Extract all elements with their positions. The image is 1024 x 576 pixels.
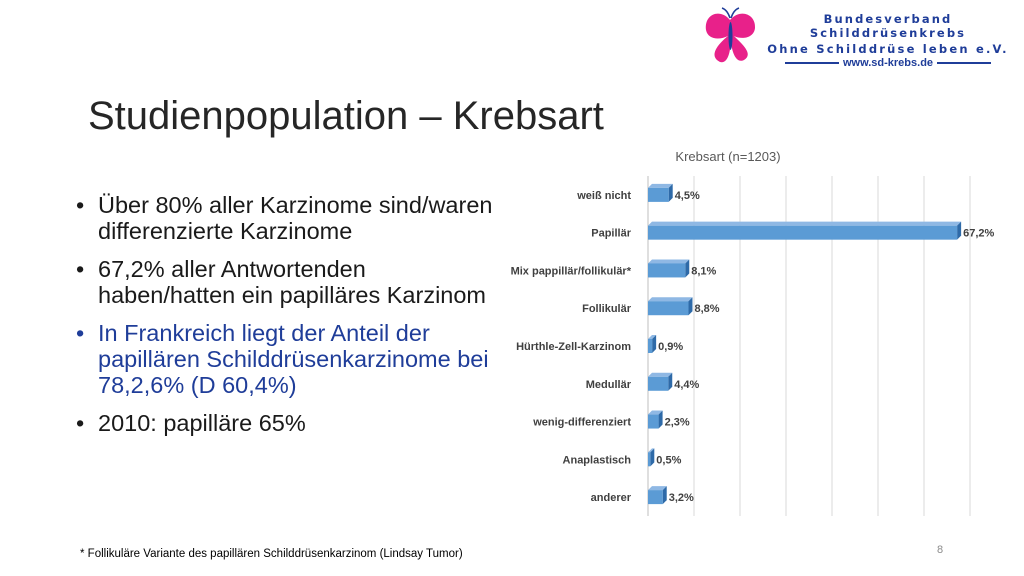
category-label: Hürthle-Zell-Karzinom xyxy=(516,341,631,353)
category-label: wenig-differenziert xyxy=(532,417,631,429)
bar-top xyxy=(648,410,663,415)
divider xyxy=(937,62,992,64)
org-name-line1: Bundesverband Schilddrüsenkrebs xyxy=(809,12,967,40)
bar-top xyxy=(648,297,693,302)
bar xyxy=(648,339,653,353)
bar-side xyxy=(658,410,663,429)
bar-top xyxy=(648,372,673,377)
divider xyxy=(784,62,839,64)
data-label: 4,4% xyxy=(674,379,699,391)
bar-top xyxy=(648,448,655,453)
bullet-item-highlighted: • In Frankreich liegt der Anteil der papi… xyxy=(76,320,489,398)
bullet-dot-icon: • xyxy=(76,192,85,218)
page-number: 8 xyxy=(937,544,944,556)
bar xyxy=(648,376,669,391)
bar xyxy=(648,263,686,278)
footnote: * Follikuläre Variante des papillären Sc… xyxy=(80,548,463,560)
bullet-dot-icon: • xyxy=(76,410,85,436)
bar-top xyxy=(648,335,657,339)
bar-side xyxy=(650,448,655,467)
org-header: Bundesverband Schilddrüsenkrebs Ohne Sch… xyxy=(700,6,1020,69)
bar xyxy=(648,490,663,505)
data-label: 67,2% xyxy=(963,228,994,240)
bar-side xyxy=(688,297,693,316)
bar xyxy=(648,225,958,240)
data-label: 4,5% xyxy=(675,190,700,202)
bullet-dot-icon: • xyxy=(76,256,85,282)
org-name-line2: Ohne Schilddrüse leben e.V. xyxy=(767,42,1009,56)
bar-side xyxy=(668,183,673,202)
data-label: 2,3% xyxy=(665,417,690,429)
bar-side xyxy=(662,486,667,505)
bullet-dot-icon: • xyxy=(76,320,85,346)
bar xyxy=(648,301,689,316)
bullet-list: • Über 80% aller Karzinome sind/waren dif… xyxy=(74,192,494,448)
bar xyxy=(648,414,659,429)
category-label: Medullär xyxy=(586,379,632,391)
data-label: 8,8% xyxy=(694,303,719,315)
bar xyxy=(648,187,669,202)
data-label: 0,9% xyxy=(658,341,683,353)
bar-top xyxy=(648,259,690,264)
category-label: weiß nicht xyxy=(576,190,631,202)
chart-title: Krebsart (n=1203) xyxy=(675,149,780,164)
bullet-item: • 67,2% aller Antwortenden haben/hatten e… xyxy=(76,256,487,308)
bar xyxy=(648,452,651,467)
bar-top xyxy=(648,486,667,491)
slide-title: Studienpopulation – Krebsart xyxy=(88,94,604,138)
data-label: 8,1% xyxy=(691,265,716,277)
bullet-item: • Über 80% aller Karzinome sind/waren dif… xyxy=(76,192,493,244)
bar-side xyxy=(957,221,962,240)
category-label: Mix pappillär/follikulär* xyxy=(511,265,632,277)
data-label: 0,5% xyxy=(656,454,681,466)
bar-top xyxy=(648,183,673,188)
bar-side xyxy=(652,335,657,353)
category-label: Anaplastisch xyxy=(563,454,632,466)
bar-side xyxy=(685,259,690,278)
bar-top xyxy=(648,221,962,226)
bullet-item: • 2010: papilläre 65% xyxy=(76,410,306,436)
category-label: Papillär xyxy=(591,228,631,240)
org-url-link[interactable]: www.sd-krebs.de xyxy=(842,57,934,69)
category-label: Follikulär xyxy=(582,303,632,315)
bar-side xyxy=(668,372,673,391)
data-label: 3,2% xyxy=(669,492,694,504)
category-label: anderer xyxy=(591,492,632,504)
butterfly-logo-icon xyxy=(705,7,756,63)
